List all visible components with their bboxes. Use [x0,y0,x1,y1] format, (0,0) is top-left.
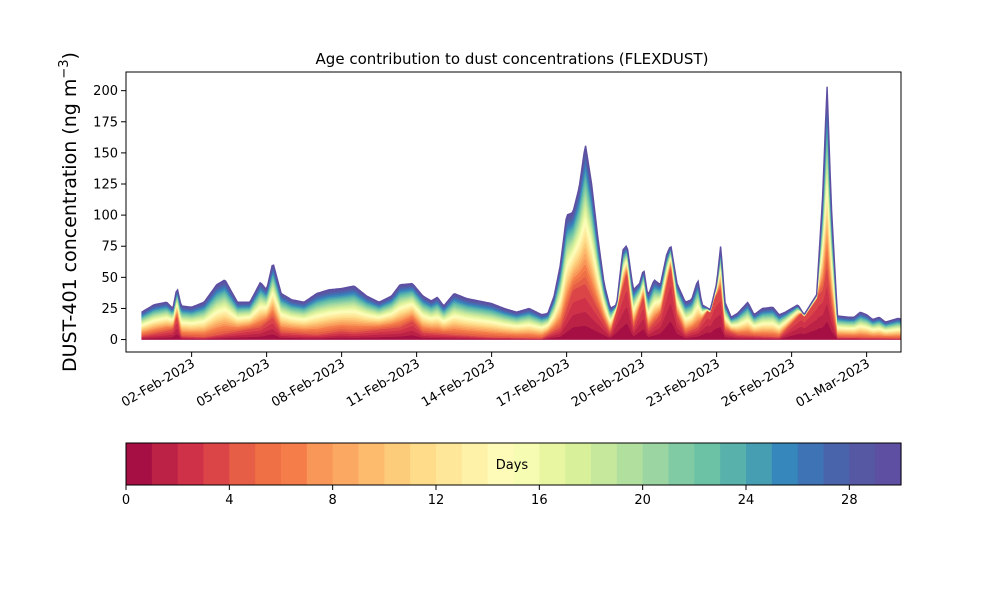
colorbar-band-12 [436,443,463,485]
y-tick-label-175: 175 [93,115,118,130]
x-tick-label-2023-02-11: 11-Feb-2023 [344,356,423,410]
colorbar-band-9 [358,443,385,485]
colorbar-band-21 [668,443,695,485]
colorbar-band-22 [694,443,721,485]
colorbar-band-16 [539,443,566,485]
y-tick-label-200: 200 [93,84,118,99]
colorbar-border [125,442,902,486]
y-tick-label-100: 100 [93,209,118,224]
colorbar-ticks: 0 4 8 12 16 20 24 28 [122,485,858,508]
colorbar-band-14 [487,443,515,485]
x-axis: 02-Feb-202305-Feb-202308-Feb-202311-Feb-… [119,352,873,411]
colorbar-band-17 [565,443,592,485]
colorbar-band-2 [177,443,205,485]
colorbar-band-24 [746,443,773,485]
colorbar-tick-label-24: 24 [738,493,755,508]
x-tick-label-2023-02-05: 05-Feb-2023 [194,356,273,410]
colorbar-tick-label-16: 16 [531,493,548,508]
x-tick-label-2023-02-08: 08-Feb-2023 [269,356,348,410]
colorbar-tick-label-28: 28 [841,493,858,508]
y-tick-label-125: 125 [93,178,118,193]
colorbar-band-4 [229,443,256,485]
total-concentration-line [141,86,901,323]
x-tick-label-2023-02-20: 20-Feb-2023 [569,356,648,410]
colorbar-band-3 [203,443,230,485]
colorbar-band-5 [255,443,282,485]
colorbar: Days 0 4 8 12 16 20 24 28 [122,442,902,508]
colorbar-tick-label-20: 20 [634,493,651,508]
y-axis-label-superscript: −3 [57,59,72,78]
colorbar-label: Days [496,458,529,473]
colorbar-band-28 [849,443,876,485]
y-tick-label-0: 0 [110,333,118,348]
colorbar-band-7 [306,443,334,485]
y-axis-label-close: ) [59,52,81,59]
colorbar-band-18 [591,443,618,485]
colorbar-band-26 [797,443,825,485]
x-tick-label-2023-02-23: 23-Feb-2023 [644,356,723,410]
colorbar-band-29 [875,443,902,485]
colorbar-band-10 [384,443,411,485]
colorbar-band-13 [461,443,489,485]
colorbar-band-15 [513,443,540,485]
y-tick-label-25: 25 [101,302,118,317]
y-axis-label-main: DUST-401 concentration (ng m [59,79,81,372]
colorbar-tick-label-0: 0 [122,493,130,508]
colorbar-band-11 [410,443,437,485]
colorbar-band-6 [281,443,308,485]
colorbar-band-8 [332,443,360,485]
y-axis-label: DUST-401 concentration (ng m−3) [57,52,81,372]
y-tick-label-75: 75 [101,240,118,255]
x-tick-label-2023-03-01: 01-Mar-2023 [793,356,872,410]
colorbar-band-23 [720,443,747,485]
x-tick-label-2023-02-14: 14-Feb-2023 [419,356,498,410]
colorbar-band-1 [151,443,179,485]
y-tick-label-50: 50 [101,271,118,286]
colorbar-bands [126,443,902,485]
colorbar-band-27 [823,443,850,485]
x-tick-label-2023-02-02: 02-Feb-2023 [119,356,198,410]
colorbar-tick-label-4: 4 [225,493,233,508]
colorbar-tick-label-12: 12 [428,493,445,508]
chart-title: Age contribution to dust concentrations … [316,50,709,68]
colorbar-band-0 [126,443,153,485]
plot-area: 0 25 50 75 100 125 150 175 200 02-Feb-202305-Feb… [93,71,902,411]
colorbar-band-19 [616,443,644,485]
stacked-age-layers [141,86,901,340]
x-tick-label-2023-02-17: 17-Feb-2023 [494,356,573,410]
plot-border [125,71,902,353]
x-tick-label-2023-02-26: 26-Feb-2023 [719,356,798,410]
y-axis: 0 25 50 75 100 125 150 175 200 [93,84,126,348]
colorbar-tick-label-8: 8 [329,493,337,508]
colorbar-band-25 [771,443,799,485]
colorbar-band-20 [642,443,670,485]
y-tick-label-150: 150 [93,146,118,161]
